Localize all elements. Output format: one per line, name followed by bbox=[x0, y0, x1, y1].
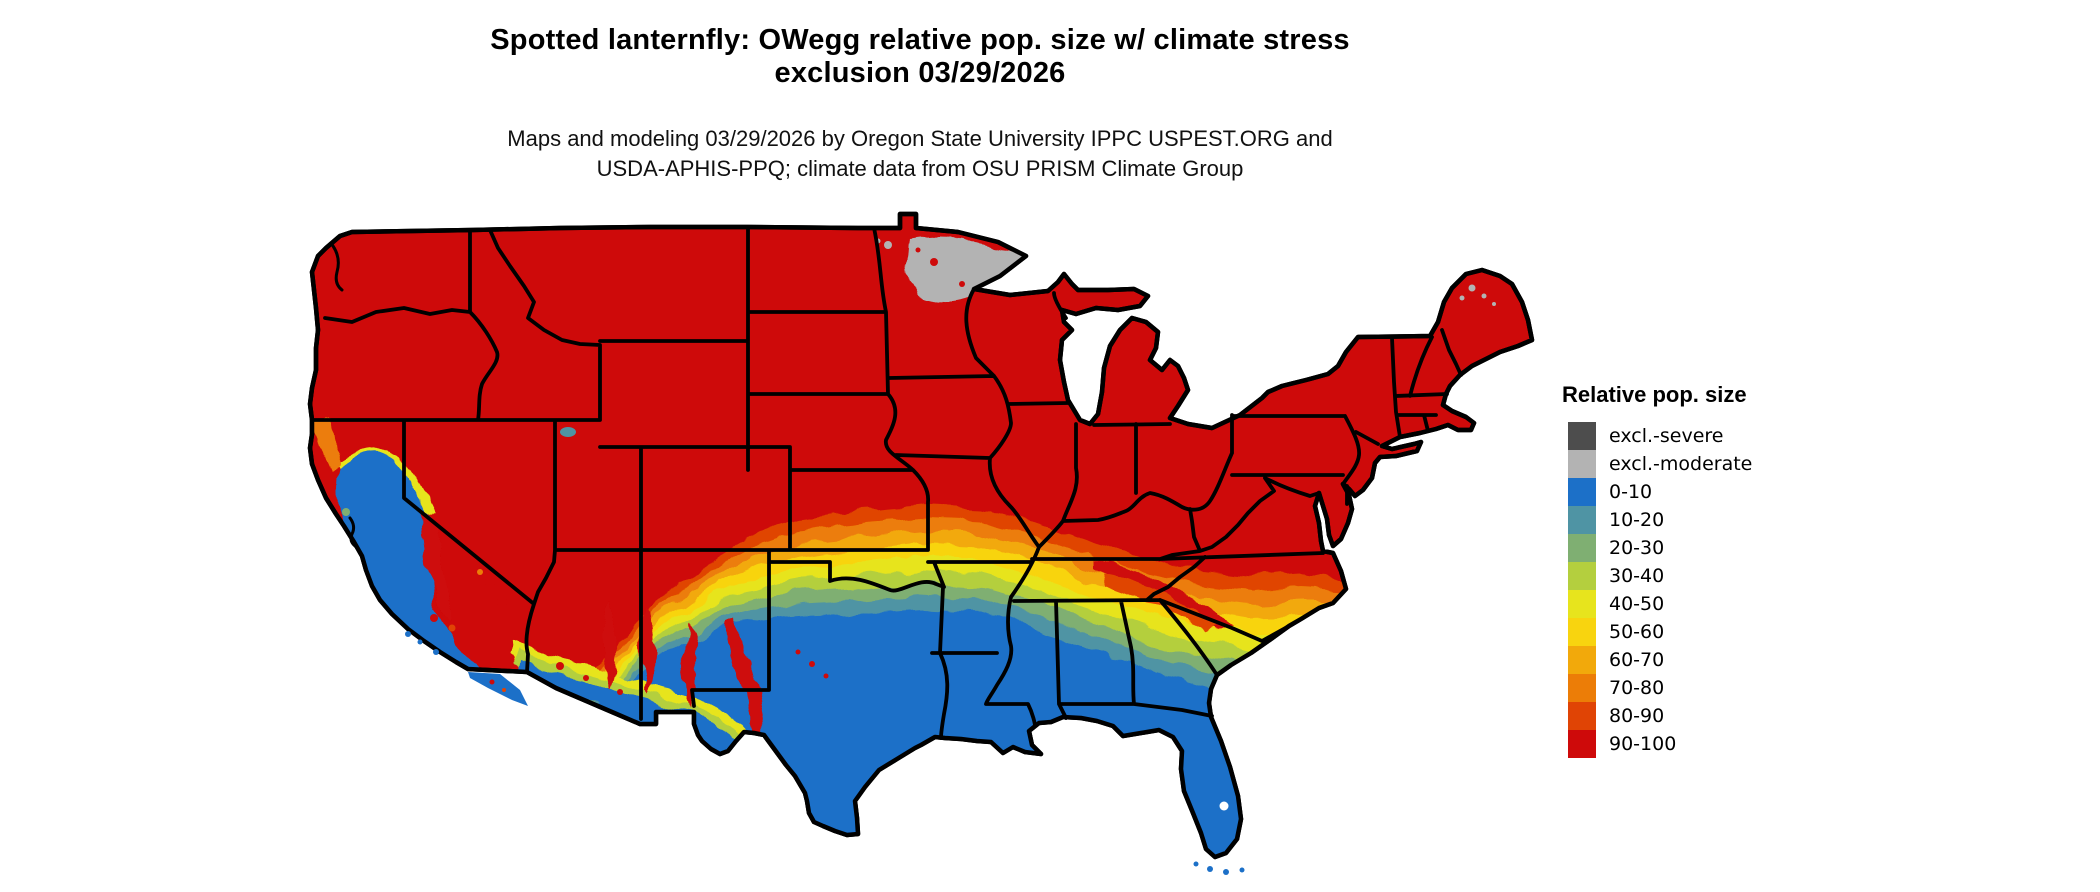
legend-swatch bbox=[1568, 422, 1596, 450]
legend-title: Relative pop. size bbox=[1562, 382, 1747, 407]
title-line-2: exclusion 03/29/2026 bbox=[774, 57, 1066, 89]
legend-item-label: 90-100 bbox=[1609, 733, 1677, 755]
legend-item-label: 50-60 bbox=[1609, 621, 1665, 643]
detail-speckles bbox=[342, 238, 1496, 811]
lake-okeechobee bbox=[1219, 801, 1229, 811]
legend-rows: excl.-severe excl.-moderate 0-10 10-20 20-30… bbox=[1562, 422, 1752, 758]
legend-item: 20-30 bbox=[1568, 534, 1752, 562]
chart-subtitle: Maps and modeling 03/29/2026 by Oregon S… bbox=[0, 124, 1840, 184]
legend-item-label: 20-30 bbox=[1609, 537, 1665, 559]
legend-item: 70-80 bbox=[1568, 674, 1752, 702]
baja-sliver bbox=[468, 672, 528, 706]
legend-item-label: 70-80 bbox=[1609, 677, 1665, 699]
maine-gray-speck bbox=[1468, 284, 1476, 292]
legend-swatch bbox=[1568, 730, 1596, 758]
legend-swatch bbox=[1568, 590, 1596, 618]
big-bend-red-finger bbox=[728, 620, 765, 734]
desert-red-ridge-2 bbox=[640, 608, 656, 696]
florida-key bbox=[1193, 861, 1199, 867]
legend-item-label: excl.-moderate bbox=[1609, 453, 1753, 475]
water-inlets bbox=[331, 244, 357, 548]
legend-item-label: 40-50 bbox=[1609, 593, 1665, 615]
legend-swatch bbox=[1568, 478, 1596, 506]
legend-item: 0-10 bbox=[1568, 478, 1752, 506]
southwest-blue-zone bbox=[520, 660, 766, 798]
legend-item: 80-90 bbox=[1568, 702, 1752, 730]
legend-item-label: 60-70 bbox=[1609, 649, 1665, 671]
desert-red-ridge-3 bbox=[682, 620, 697, 710]
legend-swatch bbox=[1568, 618, 1596, 646]
legend-swatch bbox=[1568, 702, 1596, 730]
legend-item: 40-50 bbox=[1568, 590, 1752, 618]
legend-item: excl.-severe bbox=[1568, 422, 1752, 450]
state-borders bbox=[310, 225, 1463, 740]
legend-swatch bbox=[1568, 450, 1596, 478]
legend-item: 90-100 bbox=[1568, 730, 1752, 758]
legend-swatch bbox=[1568, 674, 1596, 702]
legend: Relative pop. size excl.-severe excl.-mod… bbox=[1562, 382, 1752, 758]
legend-item-label: excl.-severe bbox=[1609, 425, 1724, 447]
legend-item: excl.-moderate bbox=[1568, 450, 1752, 478]
chart-title: Spotted lanternfly: OWegg relative pop. … bbox=[0, 24, 1840, 90]
appalachian-red-wedge bbox=[1096, 560, 1232, 630]
puget-sound bbox=[331, 244, 344, 292]
legend-swatch bbox=[1568, 506, 1596, 534]
sierra-red-finger bbox=[423, 512, 451, 620]
legend-item-label: 10-20 bbox=[1609, 509, 1665, 531]
channel-island bbox=[405, 631, 411, 637]
subtitle-line-2: USDA-APHIS-PPQ; climate data from OSU PR… bbox=[596, 156, 1244, 181]
legend-item: 30-40 bbox=[1568, 562, 1752, 590]
title-line-1: Spotted lanternfly: OWegg relative pop. … bbox=[490, 24, 1350, 56]
california-blue-zone bbox=[338, 451, 520, 720]
desert-red-ridge-1 bbox=[602, 600, 618, 692]
us-choropleth-map bbox=[230, 160, 1570, 875]
legend-item: 10-20 bbox=[1568, 506, 1752, 534]
subtitle-line-1: Maps and modeling 03/29/2026 by Oregon S… bbox=[507, 126, 1333, 151]
legend-item-label: 30-40 bbox=[1609, 565, 1665, 587]
appalachian-orange-fringe bbox=[1104, 574, 1214, 632]
offshore-islands bbox=[405, 631, 1245, 875]
san-francisco-bay bbox=[348, 516, 357, 548]
legend-swatch bbox=[1568, 534, 1596, 562]
great-salt-lake bbox=[560, 427, 576, 437]
legend-item-label: 0-10 bbox=[1609, 481, 1653, 503]
legend-item: 50-60 bbox=[1568, 618, 1752, 646]
minnesota-gray-exclusion bbox=[906, 237, 1027, 301]
legend-item-label: 80-90 bbox=[1609, 705, 1665, 727]
legend-swatch bbox=[1568, 562, 1596, 590]
north-california-coast-orange bbox=[312, 420, 340, 470]
legend-swatch bbox=[1568, 646, 1596, 674]
legend-item: 60-70 bbox=[1568, 646, 1752, 674]
